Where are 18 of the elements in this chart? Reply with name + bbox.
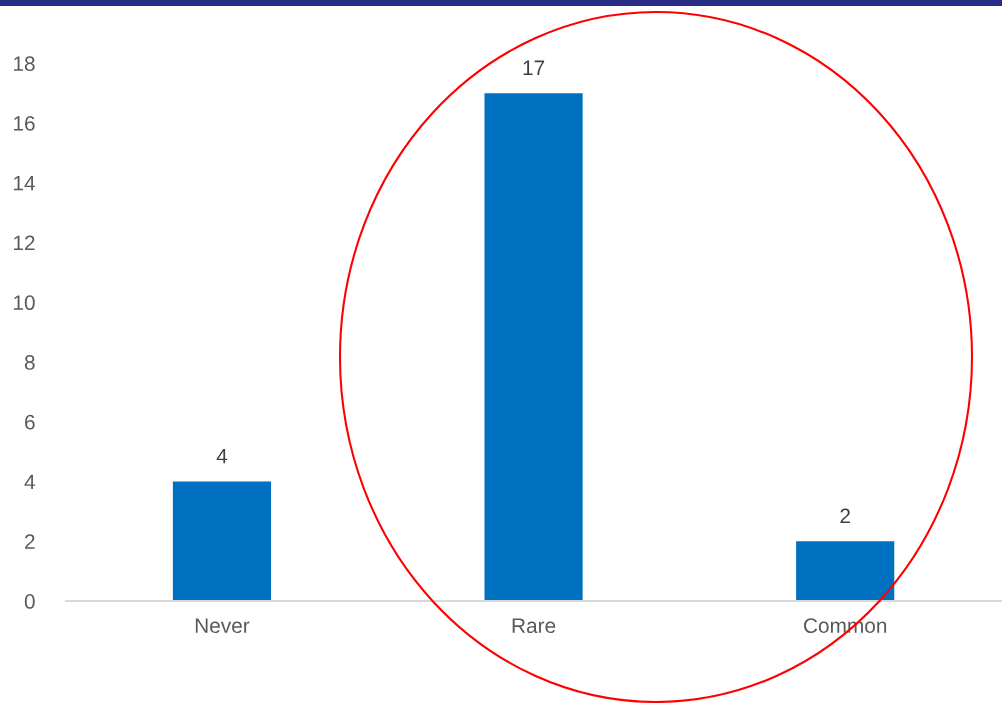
bar [484,93,583,602]
bar [172,481,272,602]
y-tick-label: 10 [13,295,35,311]
bar [796,541,895,602]
y-tick-label: 6 [25,414,35,430]
data-label: 17 [523,60,545,75]
y-tick-label: 18 [13,56,35,72]
data-label: 2 [840,508,850,524]
y-tick-label: 8 [24,355,35,370]
y-tick-label: 4 [24,474,35,490]
y-tick-label: 14 [13,176,35,191]
y-tick-label: 12 [13,235,35,251]
y-tick-label: 16 [13,116,35,131]
data-label: 4 [216,449,228,464]
x-tick-label: Never [195,618,250,634]
y-tick-label: 0 [24,594,35,609]
y-tick-label: 2 [25,534,35,549]
x-tick-label: Rare [512,618,556,634]
